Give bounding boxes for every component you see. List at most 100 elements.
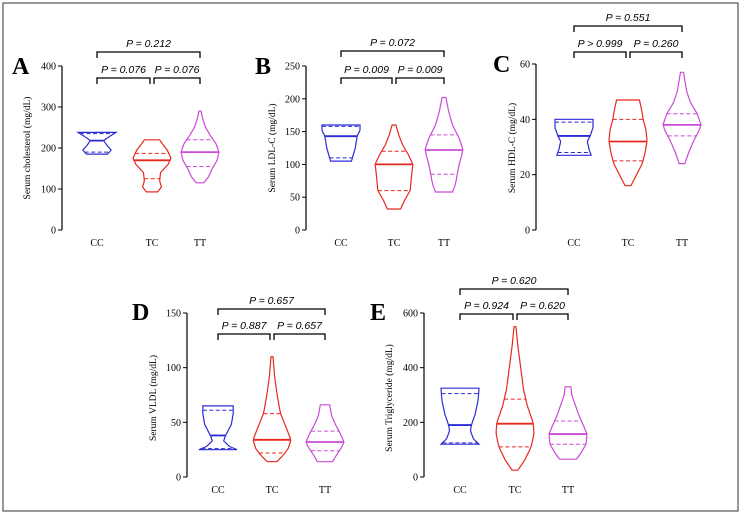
p-value-label: P = 0.009 (344, 64, 389, 76)
p-value-label: P = 0.620 (492, 275, 537, 287)
y-axis-label: Serum LDL-C (mg/dL) (267, 103, 278, 192)
x-tick-label: TC (146, 238, 159, 249)
y-axis-label: Serum cholesterol (mg/dL) (22, 97, 33, 200)
significance-bracket (516, 313, 569, 320)
p-value-label: P = 0.924 (464, 300, 509, 312)
violin-cc (554, 118, 594, 156)
violin-tc (608, 99, 648, 187)
p-value-label: P = 0.076 (155, 64, 200, 76)
significance-bracket (96, 77, 151, 84)
violin-tt (180, 110, 220, 184)
y-tick-label: 100 (41, 185, 56, 196)
x-tick-label: CC (211, 485, 225, 496)
y-tick-label: 100 (285, 160, 300, 171)
panel-e: E Serum Triglyceride (mg/dL) 0 200 400 600 C… (370, 275, 588, 496)
violin-tt (548, 386, 588, 460)
significance-bracket (395, 77, 445, 84)
y-tick-label: 100 (166, 363, 181, 374)
y-tick-label: 600 (403, 309, 418, 320)
p-value-label: P = 0.076 (101, 64, 146, 76)
p-value-label: P = 0.657 (249, 295, 295, 307)
significance-bracket (629, 51, 683, 58)
p-value-label: P = 0.657 (277, 320, 323, 332)
y-tick-label: 0 (413, 473, 418, 484)
significance-bracket (459, 313, 514, 320)
x-tick-label: CC (567, 238, 581, 249)
x-tick-label: TT (676, 238, 688, 249)
plot-area: 0 50 100 150 CC TC TT P = 0.887 P = 0.657 P = 0.6… (166, 295, 345, 496)
violin-tt (662, 71, 702, 165)
y-tick-label: 50 (171, 418, 181, 429)
y-tick-label: 40 (520, 115, 530, 126)
y-tick-label: 400 (41, 62, 56, 73)
significance-bracket (459, 288, 569, 295)
y-tick-label: 400 (403, 363, 418, 374)
panel-b: B Serum LDL-C (mg/dL) 0 50 100 150 200 250 CC T… (255, 37, 464, 249)
significance-bracket (340, 50, 445, 57)
panel-letter: C (493, 52, 510, 78)
panel-d: D Serum VLDL (mg/dL) 0 50 100 150 CC TC TT P = … (132, 295, 345, 496)
y-tick-label: 150 (166, 309, 181, 320)
violin-tc (252, 356, 292, 463)
y-tick-label: 200 (285, 94, 300, 105)
y-tick-label: 200 (403, 418, 418, 429)
plot-area: 0 100 200 300 400 CC TC TT P = 0.076 P = 0.076 P =… (41, 38, 220, 249)
violin-tt (424, 96, 464, 193)
significance-bracket (96, 51, 201, 58)
p-value-label: P > 0.999 (578, 38, 623, 50)
x-tick-label: TT (194, 238, 206, 249)
p-value-label: P = 0.260 (634, 38, 679, 50)
panel-letter: E (370, 300, 386, 326)
x-tick-label: CC (334, 238, 348, 249)
violin-cc (321, 124, 361, 162)
violin-cc (198, 405, 238, 451)
panel-c: C Serum HDL-C (mg/dL) 0 20 40 60 CC TC TT P > 0… (493, 12, 702, 249)
significance-bracket (573, 25, 683, 32)
p-value-label: P = 0.887 (222, 320, 268, 332)
violin-tc (132, 139, 172, 193)
significance-bracket (340, 77, 393, 84)
significance-bracket (217, 308, 326, 315)
p-value-label: P = 0.551 (606, 12, 651, 24)
y-tick-label: 0 (176, 473, 181, 484)
violin-cc (439, 387, 481, 445)
x-tick-label: TT (319, 485, 331, 496)
x-tick-label: TC (388, 238, 401, 249)
p-value-label: P = 0.620 (520, 300, 565, 312)
panel-letter: B (255, 54, 271, 80)
y-axis-label: Serum VLDL (mg/dL) (148, 355, 159, 441)
y-tick-label: 300 (41, 103, 56, 114)
p-value-label: P = 0.072 (370, 37, 415, 49)
violin-cc (76, 131, 118, 155)
y-tick-label: 20 (520, 170, 530, 181)
x-tick-label: TC (509, 485, 522, 496)
x-tick-label: TC (622, 238, 635, 249)
y-tick-label: 200 (41, 144, 56, 155)
x-tick-label: CC (453, 485, 467, 496)
plot-area: 0 200 400 600 CC TC TT P = 0.924 P = 0.620 P = 0.… (403, 275, 588, 496)
y-axis-label: Serum Triglyceride (mg/dL) (384, 344, 395, 452)
plot-area: 0 20 40 60 CC TC TT P > 0.999 P = 0.260 P = 0.551 (520, 12, 702, 249)
y-tick-label: 50 (290, 193, 300, 204)
significance-bracket (217, 333, 271, 340)
significance-bracket (153, 77, 201, 84)
significance-bracket (273, 333, 326, 340)
panel-letter: D (132, 300, 149, 326)
panel-a: A Serum cholesterol (mg/dL) 0 100 200 300 40… (12, 38, 220, 249)
panel-letter: A (12, 54, 30, 80)
violin-tc (495, 326, 535, 471)
plot-area: 0 50 100 150 200 250 CC TC TT P = 0.009 P = 0.009 P… (285, 37, 464, 249)
y-tick-label: 0 (295, 226, 300, 237)
y-axis-label: Serum HDL-C (mg/dL) (507, 103, 518, 193)
p-value-label: P = 0.009 (398, 64, 443, 76)
y-tick-label: 60 (520, 60, 530, 71)
y-tick-label: 250 (285, 62, 300, 73)
x-tick-label: CC (90, 238, 104, 249)
x-tick-label: TT (438, 238, 450, 249)
y-tick-label: 150 (285, 127, 300, 138)
y-tick-label: 0 (51, 226, 56, 237)
p-value-label: P = 0.212 (126, 38, 171, 50)
violin-tt (305, 404, 345, 463)
